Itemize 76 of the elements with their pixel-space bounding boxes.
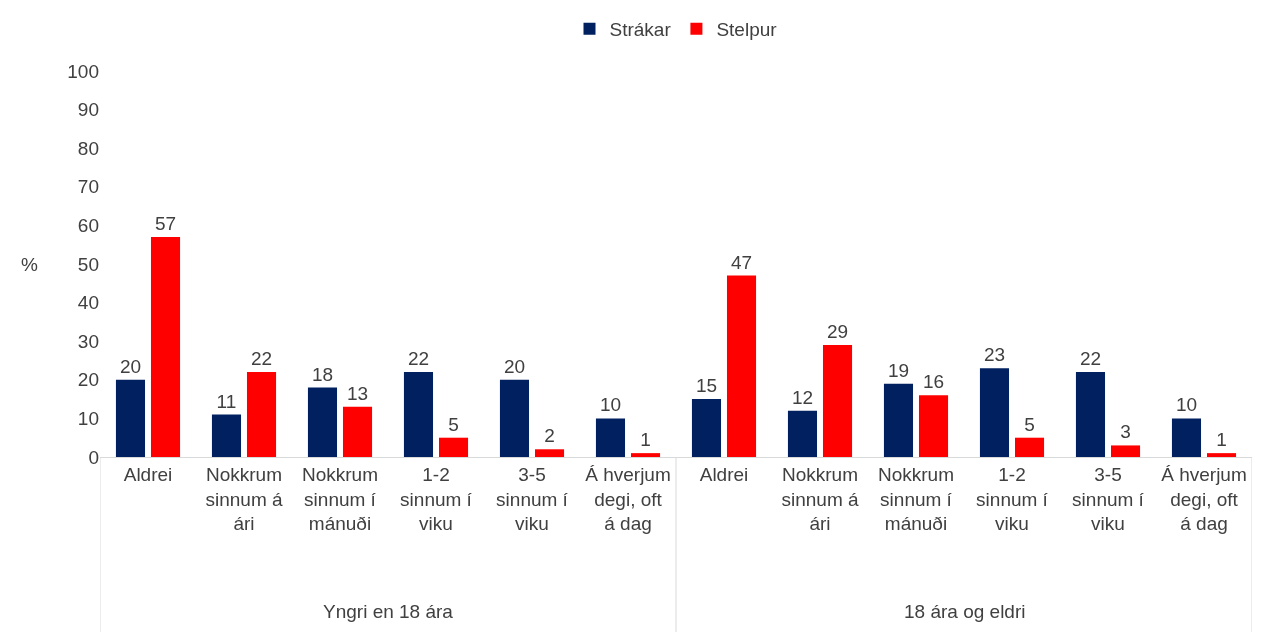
- x-tick-label: 3-5 sinnum í viku: [496, 463, 569, 535]
- bar: [918, 395, 949, 457]
- data-label: 22: [407, 348, 430, 370]
- bar: [438, 437, 469, 457]
- x-tick-label: 1-2 sinnum í viku: [976, 463, 1049, 535]
- data-label: 22: [1079, 348, 1102, 370]
- x-tick-label: 3-5 sinnum í viku: [1072, 463, 1145, 535]
- bar: [1014, 437, 1045, 457]
- y-tick-label: 90: [77, 99, 99, 121]
- data-label: 10: [1175, 394, 1198, 416]
- bar: [150, 236, 181, 457]
- bar: [115, 379, 146, 457]
- x-tick-label: 1-2 sinnum í viku: [400, 463, 473, 535]
- y-tick-label: 40: [77, 292, 99, 314]
- x-tick-label: Nokkrum sinnum í mánuði: [877, 463, 955, 535]
- data-label: 29: [826, 321, 849, 343]
- bar: [211, 414, 242, 457]
- x-tick-label: Á hverjum degi, oft á dag: [585, 463, 671, 535]
- bar: [883, 383, 914, 457]
- bar: [403, 372, 434, 457]
- data-label: 15: [695, 375, 718, 397]
- y-tick-label: 60: [77, 215, 99, 237]
- data-label: 5: [448, 413, 459, 435]
- y-tick-label: 10: [77, 408, 99, 430]
- x-tick-label: Aldrei: [699, 463, 749, 485]
- legend-label: Strákar: [609, 19, 672, 41]
- bar: [787, 410, 818, 457]
- bar: [595, 418, 626, 457]
- x-tick-label: Á hverjum degi, oft á dag: [1161, 463, 1247, 535]
- x-tick-label: Nokkrum sinnum á ári: [781, 463, 859, 535]
- data-label: 47: [730, 251, 753, 273]
- data-label: 18: [311, 363, 334, 385]
- y-tick-label: 100: [67, 60, 99, 82]
- y-tick-label: 70: [77, 176, 99, 198]
- bar: [1075, 372, 1106, 457]
- x-tick-label: Nokkrum sinnum í mánuði: [301, 463, 379, 535]
- data-label: 16: [922, 371, 945, 393]
- data-label: 1: [1216, 429, 1227, 451]
- data-label: 20: [503, 355, 526, 377]
- bar: [979, 368, 1010, 457]
- bar: [630, 453, 661, 457]
- y-tick-label: 80: [77, 137, 99, 159]
- bar: [307, 387, 338, 457]
- y-tick-label: 0: [88, 446, 99, 468]
- bar: [499, 379, 530, 457]
- y-axis-title: %: [21, 254, 38, 275]
- y-tick-label: 20: [77, 369, 99, 391]
- text: 18 ára og eldri: [904, 601, 1026, 622]
- bar: [534, 449, 565, 457]
- data-label: 12: [791, 386, 814, 408]
- x-tick-label: Aldrei: [123, 463, 173, 485]
- bar: [1171, 418, 1202, 457]
- bar: [342, 406, 373, 457]
- data-label: 19: [887, 359, 910, 381]
- data-label: 5: [1024, 413, 1035, 435]
- bar: [1110, 445, 1141, 457]
- data-label: 3: [1120, 421, 1131, 443]
- y-tick-label: 30: [77, 330, 99, 352]
- data-label: 23: [983, 344, 1006, 366]
- bar: [246, 372, 277, 457]
- data-label: 1: [640, 429, 651, 451]
- bar: [822, 345, 853, 457]
- x-tick-label: Nokkrum sinnum á ári: [205, 463, 283, 535]
- legend-label: Stelpur: [716, 19, 778, 41]
- y-tick-label: 50: [77, 253, 99, 275]
- data-label: 10: [599, 394, 622, 416]
- bar: [1206, 453, 1237, 457]
- data-label: 13: [346, 382, 369, 404]
- data-label: 2: [544, 425, 555, 447]
- bar: [691, 399, 722, 457]
- text: Yngri en 18 ára: [323, 601, 454, 622]
- data-label: 22: [250, 348, 273, 370]
- data-label: 11: [216, 390, 237, 412]
- data-label: 57: [154, 212, 177, 234]
- bar: [726, 275, 757, 457]
- data-label: 20: [119, 355, 142, 377]
